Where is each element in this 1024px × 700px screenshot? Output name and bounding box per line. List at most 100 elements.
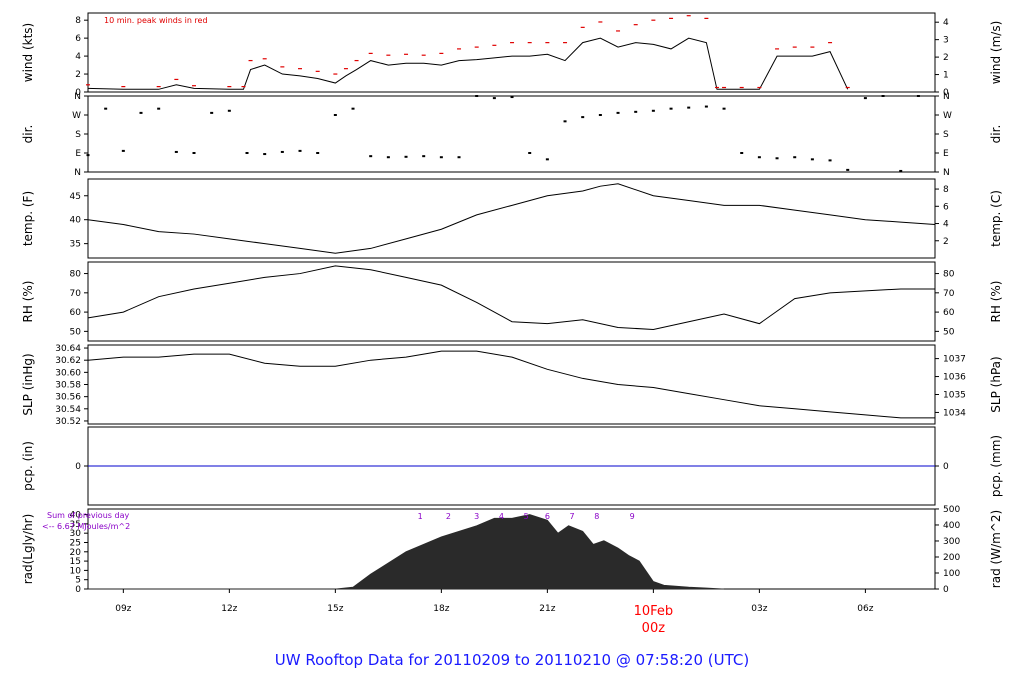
rh-panel-frame	[87, 261, 936, 342]
dir-point	[651, 109, 655, 112]
dir-point	[139, 111, 143, 114]
temp-ylabel-left: temp. (F)	[21, 191, 35, 246]
slp-ylabel-right: SLP (hPa)	[989, 356, 1003, 412]
rad-left-tick-label: 20	[70, 548, 82, 558]
temp-left-tick-label: 40	[70, 216, 82, 226]
rad-summary-line1: Sum of previous day	[47, 511, 129, 520]
dir-right-tick-label: W	[943, 111, 952, 121]
dir-point	[881, 95, 885, 97]
slp-left-tick-label: 30.52	[55, 417, 81, 427]
rh-right-tick-label: 50	[943, 327, 955, 337]
x-date-label: 10Feb	[634, 604, 674, 619]
dir-point	[740, 152, 744, 154]
wind-left-tick-label: 6	[75, 34, 81, 44]
temp-right-tick-label: 6	[943, 202, 949, 212]
temp-right-tick-label: 8	[943, 185, 949, 195]
rh-left-tick-label: 50	[70, 327, 82, 337]
dir-point	[369, 155, 373, 158]
rad-summary-line2: <-- 6.67 MJoules/m^2	[42, 522, 130, 531]
wind-right-tick-label: 0	[943, 88, 949, 98]
dir-point	[722, 107, 726, 110]
slp-left-tick-label: 30.56	[55, 393, 81, 403]
dir-point	[404, 155, 408, 158]
dir-point	[174, 150, 178, 153]
dir-right-tick-label: S	[943, 130, 949, 140]
pcp-left-tick-label: 0	[75, 462, 81, 472]
dir-left-tick-label: N	[74, 168, 81, 178]
dir-point	[422, 155, 426, 158]
rad-hour-mark: 7	[570, 512, 575, 521]
rad-hour-mark: 3	[474, 512, 479, 521]
dir-point	[386, 156, 390, 159]
dir-ylabel-left: dir.	[21, 125, 35, 144]
dir-point	[439, 156, 443, 159]
rad-ylabel-left: rad(Lgly/hr)	[21, 514, 35, 585]
rh-ylabel-right: RH (%)	[989, 281, 1003, 323]
rh-right-tick-label: 70	[943, 289, 955, 299]
x-tick-label: 15z	[327, 604, 343, 614]
wind-annotation: 10 min. peak winds in red	[104, 16, 208, 25]
rh-left-tick-label: 60	[70, 308, 82, 318]
dir-point	[634, 110, 638, 113]
temp-series-line	[87, 183, 936, 254]
dir-right-tick-label: E	[943, 149, 949, 159]
dir-point	[704, 105, 708, 108]
rad-left-tick-label: 30	[70, 529, 82, 539]
dir-point	[86, 154, 90, 157]
wind-left-tick-label: 2	[75, 70, 81, 80]
rad-left-tick-label: 0	[75, 585, 81, 595]
wind-ylabel-left: wind (kts)	[21, 23, 35, 82]
dir-point	[899, 169, 903, 172]
dir-point	[351, 107, 355, 110]
slp-left-tick-label: 30.60	[55, 368, 81, 378]
x-tick-label: 18z	[433, 604, 449, 614]
wind-left-tick-label: 8	[75, 16, 81, 26]
wind-right-tick-label: 4	[943, 18, 949, 28]
x-tick-label: 12z	[221, 604, 237, 614]
rad-ylabel-right: rad (W/m^2)	[989, 510, 1003, 588]
dir-point	[104, 107, 108, 110]
dir-point	[227, 109, 231, 112]
dir-point	[245, 152, 249, 154]
slp-right-tick-label: 1035	[943, 390, 966, 400]
dir-left-tick-label: S	[75, 130, 81, 140]
dir-point	[687, 106, 691, 109]
dir-point	[333, 114, 337, 116]
rh-ylabel-left: RH (%)	[21, 281, 35, 323]
temp-right-tick-label: 4	[943, 220, 949, 230]
dir-point	[457, 156, 461, 159]
dir-point	[616, 111, 620, 114]
dir-point	[793, 156, 797, 159]
pcp-ylabel-left: pcp. (in)	[21, 441, 35, 491]
rad-hour-mark: 8	[594, 512, 599, 521]
dir-point	[563, 120, 567, 123]
dir-point	[528, 152, 532, 154]
rad-series-area	[88, 514, 725, 590]
dir-ylabel-right: dir.	[989, 125, 1003, 144]
rad-left-tick-label: 25	[70, 538, 81, 548]
slp-series-line	[87, 350, 935, 419]
rad-right-tick-label: 100	[943, 569, 960, 579]
dir-point	[280, 150, 284, 153]
dir-point	[810, 158, 814, 161]
wind-left-tick-label: 0	[75, 88, 81, 98]
dir-point	[298, 149, 302, 152]
dir-left-tick-label: W	[72, 111, 81, 121]
rh-left-tick-label: 70	[70, 289, 82, 299]
dir-point	[846, 168, 850, 171]
rh-left-tick-label: 80	[70, 270, 82, 280]
dir-point	[316, 152, 320, 154]
x-tick-label: 03z	[751, 604, 767, 614]
rad-hour-mark: 4	[499, 512, 504, 521]
dir-right-tick-label: N	[943, 92, 950, 102]
dir-left-tick-label: E	[75, 149, 81, 159]
dir-point	[581, 116, 585, 119]
rad-hour-mark: 9	[630, 512, 635, 521]
wind-right-tick-label: 2	[943, 53, 949, 63]
rad-left-tick-label: 15	[70, 557, 81, 567]
slp-right-tick-label: 1036	[943, 373, 966, 383]
dir-point	[121, 149, 125, 152]
dir-point	[475, 95, 479, 97]
dir-point	[210, 111, 214, 114]
